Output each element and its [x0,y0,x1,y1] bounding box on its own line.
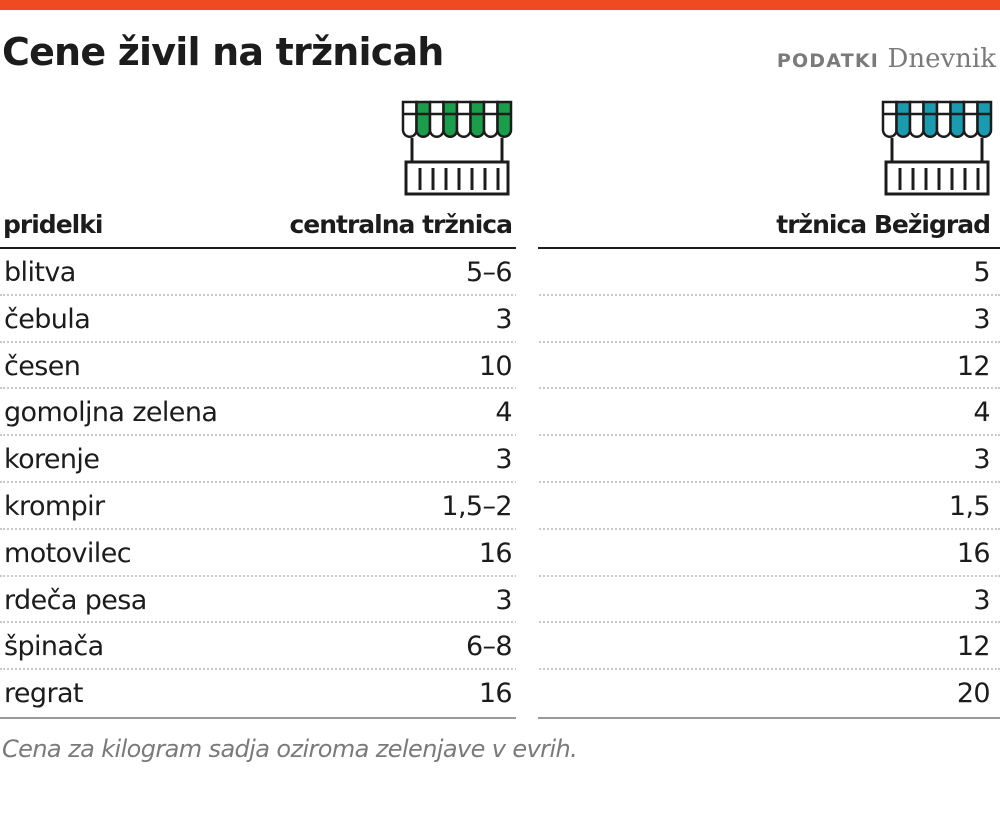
awning-stripe [881,100,898,138]
row-divider [0,340,1000,343]
bezigrad-price: 12 [956,350,991,382]
table-row: regrat 16 20 [0,670,1000,717]
column-header-bezigrad-market: tržnica Bežigrad [776,210,991,239]
footer-rule [538,717,1000,719]
awning-stripe [935,100,952,138]
row-divider [0,434,1000,437]
table-row: korenje 3 3 [0,436,1000,485]
awning-stripe [496,100,513,138]
row-divider [0,527,1000,530]
product-name: regrat [4,678,83,710]
page-title: Cene živil na tržnicah [2,30,444,74]
table-row: rdeča pesa 3 3 [0,577,1000,626]
bezigrad-price: 12 [956,631,991,663]
bezigrad-price: 3 [973,303,990,335]
bezigrad-price: 16 [956,537,991,569]
credit-label: PODATKI [776,50,880,72]
row-divider [0,387,1000,390]
product-name: korenje [4,444,100,476]
awning-stripe [469,100,486,138]
table-row: motovilec 16 16 [0,530,1000,579]
awning-stripe [922,100,939,138]
awning-stripe [455,100,472,138]
central-price: 6–8 [465,631,513,663]
central-price: 3 [495,303,512,335]
table-row: špinača 6–8 12 [0,623,1000,673]
awning-stripe [428,100,445,138]
central-price: 16 [478,537,513,569]
central-price: 5–6 [465,257,513,288]
header-rule [538,247,1000,249]
credit: PODATKI Dnevnik [777,44,996,74]
central-price: 1,5–2 [441,490,512,522]
awning-stripe [482,100,499,138]
awning [401,100,513,138]
footnote: Cena za kilogram sadja oziroma zelenjave… [2,735,578,763]
awning [881,100,993,138]
product-name: motovilec [4,537,132,569]
product-name: špinača [4,631,104,663]
bezigrad-price: 3 [973,444,990,476]
central-price: 3 [495,444,512,476]
bezigrad-price: 4 [973,397,990,429]
table-row: krompir 1,5–2 1,5 [0,483,1000,532]
central-price: 4 [495,397,512,429]
product-name: rdeča pesa [4,584,147,616]
top-accent-bar [0,0,1000,10]
central-price: 10 [478,350,513,382]
column-header-central-market: centralna tržnica [289,210,513,239]
bezigrad-price: 3 [973,584,990,616]
awning-stripe [976,100,993,138]
table-row: blitva 5–6 5 [0,249,1000,298]
row-divider [0,668,1000,671]
product-name: gomoljna zelena [4,397,218,429]
header-rule [0,247,516,249]
product-name: česen [4,350,81,382]
awning-stripe [949,100,966,138]
central-price: 16 [478,678,513,710]
table-row: gomoljna zelena 4 4 [0,389,1000,439]
price-table: blitva 5–6 5 čebula 3 3 česen 10 12 gomo… [0,249,1000,717]
awning-stripe [442,100,459,138]
awning-stripe [895,100,912,138]
table-row: česen 10 12 [0,343,1000,392]
footer-rule [0,717,516,719]
market-stall-icon [881,100,993,196]
market-stall-icon [401,100,513,196]
bezigrad-price: 1,5 [948,490,991,522]
bezigrad-price: 20 [956,678,991,710]
awning-stripe [962,100,979,138]
awning-stripe [415,100,432,138]
credit-source: Dnevnik [887,44,996,74]
product-name: čebula [4,303,91,335]
product-name: krompir [4,490,105,522]
row-divider [0,574,1000,577]
row-divider [0,480,1000,483]
central-price: 3 [495,584,512,616]
awning-stripe [401,100,418,138]
awning-stripe [908,100,925,138]
row-divider [0,293,1000,296]
bezigrad-price: 5 [973,257,990,288]
column-header-products: pridelki [3,210,103,239]
table-row: čebula 3 3 [0,296,1000,345]
row-divider [0,621,1000,624]
product-name: blitva [4,257,76,288]
